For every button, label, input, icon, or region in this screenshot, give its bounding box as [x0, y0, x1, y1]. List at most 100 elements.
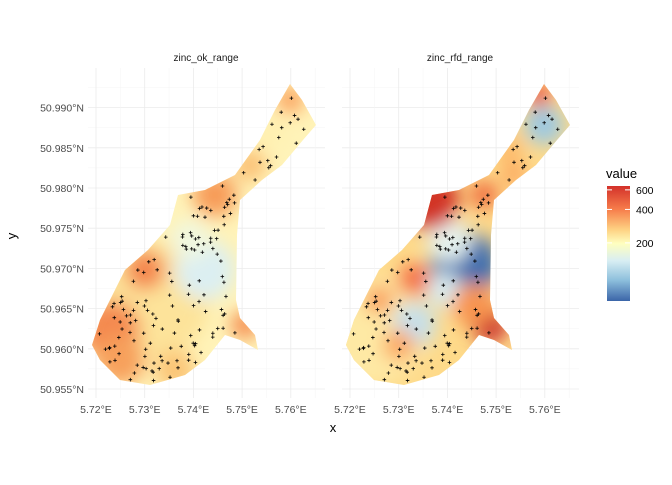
observation-point [522, 163, 527, 168]
observation-point [420, 361, 424, 365]
observation-point [473, 307, 478, 312]
raster-blob [365, 286, 393, 314]
observation-point [462, 236, 467, 241]
observation-point [451, 206, 456, 211]
observation-point [197, 328, 202, 332]
observation-point [405, 370, 409, 374]
observation-point [442, 230, 447, 235]
observation-point [133, 318, 138, 323]
observation-point [143, 354, 147, 359]
raster-blob [95, 335, 145, 385]
legend-colorbar [607, 186, 630, 301]
observation-point [528, 155, 533, 159]
observation-point [451, 328, 456, 332]
observation-point [382, 377, 387, 382]
observation-point [151, 370, 155, 374]
observation-point [469, 326, 474, 331]
observation-point [479, 200, 483, 205]
observation-point [191, 303, 196, 308]
observation-point [367, 358, 371, 363]
x-axis-title: x [330, 420, 337, 435]
observation-point [446, 248, 451, 252]
observation-point [458, 206, 463, 210]
observation-point [136, 268, 140, 272]
observation-point [426, 331, 431, 335]
observation-point [450, 242, 454, 247]
observation-point [531, 135, 535, 140]
observation-point [196, 242, 200, 247]
observation-point [435, 232, 439, 237]
y-axis-title: y [4, 232, 19, 239]
observation-point [395, 365, 399, 370]
observation-point [445, 303, 450, 308]
observation-point [475, 326, 479, 331]
observation-point [208, 236, 213, 241]
observation-point [475, 214, 480, 219]
observation-point [148, 341, 153, 346]
observation-point [451, 279, 456, 283]
observation-point [97, 332, 102, 336]
x-tick-label: 5.73°E [129, 404, 161, 416]
y-tick-label: 50.955°N [40, 384, 84, 396]
observation-point [158, 354, 163, 359]
observation-point [197, 299, 201, 304]
observation-point [131, 308, 136, 313]
observation-point [141, 270, 146, 275]
observation-point [112, 315, 117, 320]
observation-point [476, 312, 481, 316]
observation-point [103, 347, 108, 351]
observation-point [168, 346, 173, 350]
observation-point [515, 144, 519, 149]
observation-point [454, 205, 458, 209]
observation-point [524, 122, 528, 127]
observation-point [453, 350, 457, 355]
raster-blob [276, 86, 304, 114]
raster-blob [524, 105, 564, 145]
observation-point [473, 259, 477, 263]
observation-point [399, 308, 404, 313]
observation-point [421, 271, 426, 275]
observation-point [186, 358, 191, 362]
observation-point [142, 304, 147, 308]
observation-point [191, 341, 196, 345]
x-tick-label: 5.72°E [80, 404, 112, 416]
observation-point [128, 313, 133, 317]
observation-point [181, 232, 185, 237]
observation-point [241, 170, 246, 175]
observation-point [224, 294, 228, 299]
observation-point [476, 280, 480, 285]
observation-point [371, 335, 375, 340]
observation-point [172, 331, 177, 335]
observation-point [479, 202, 484, 207]
x-tick-label: 5.74°E [432, 404, 464, 416]
observation-point [396, 304, 401, 308]
observation-point [181, 243, 185, 248]
y-tick-label: 50.990°N [40, 103, 84, 115]
observation-point [117, 335, 121, 340]
observation-point [166, 361, 170, 365]
observation-point [372, 320, 376, 324]
observation-point [274, 155, 279, 159]
observation-point [421, 293, 426, 297]
observation-point [361, 346, 366, 351]
observation-point [113, 358, 117, 363]
observation-point [474, 184, 479, 188]
observation-point [199, 350, 203, 355]
observation-point [193, 360, 198, 365]
observation-point [258, 160, 262, 165]
observation-point [143, 347, 148, 352]
raster-blob [502, 163, 526, 187]
observation-point [470, 228, 474, 232]
observation-point [108, 360, 112, 364]
observation-point [422, 346, 427, 350]
observation-point [193, 237, 198, 241]
observation-point [521, 165, 525, 170]
observation-point [397, 354, 401, 359]
observation-point [189, 234, 194, 238]
observation-point [382, 313, 387, 317]
raster-blob [470, 181, 498, 209]
observation-point [402, 341, 407, 346]
legend-title: value [606, 166, 637, 181]
axes: 5.72°E 5.73°E 5.74°E 5.75°E 5.76°E 5.72°E 5.73… [40, 103, 561, 416]
observation-point [374, 327, 378, 331]
